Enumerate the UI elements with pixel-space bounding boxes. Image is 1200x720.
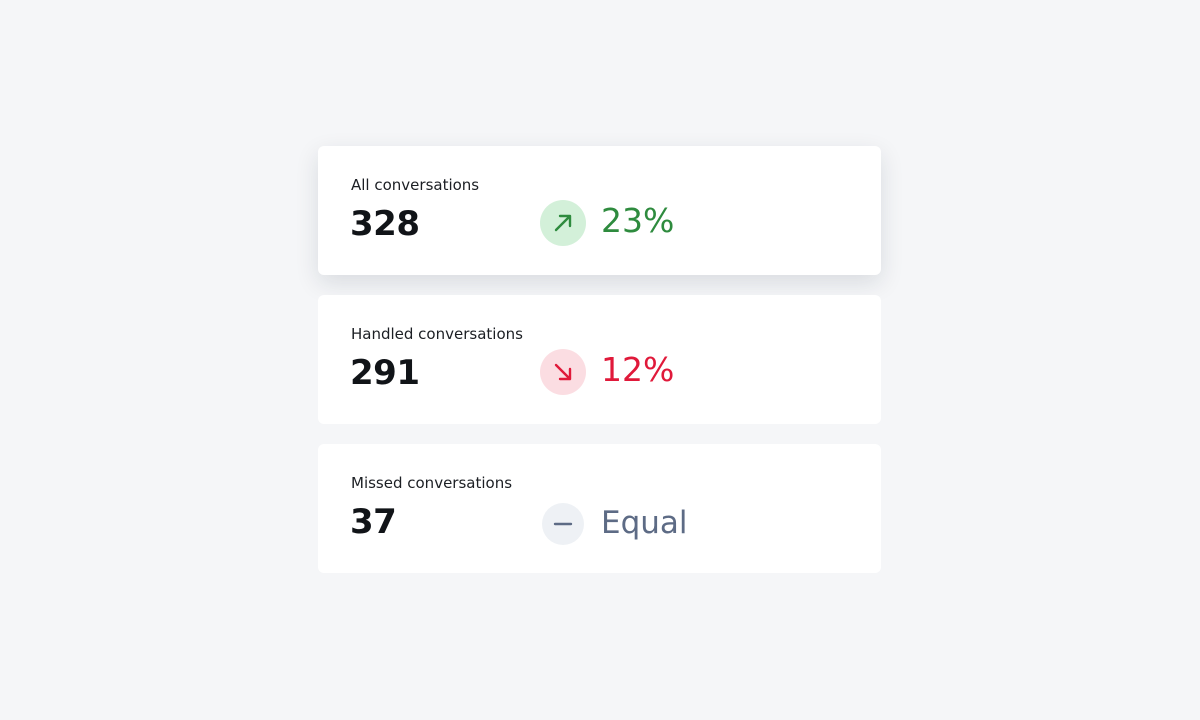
arrow-up-right-icon <box>554 214 572 232</box>
stat-label: Handled conversations <box>351 325 523 343</box>
stat-value: 291 <box>350 353 420 393</box>
stat-card-missed-conversations: Missed conversations 37 Equal <box>318 444 881 573</box>
trend-badge <box>540 200 586 246</box>
stat-value: 37 <box>350 502 397 542</box>
trend-change: 23% <box>601 201 675 240</box>
stat-card-handled-conversations: Handled conversations 291 12% <box>318 295 881 424</box>
trend-badge <box>540 349 586 395</box>
trend-change: 12% <box>601 350 675 389</box>
trend-change: Equal <box>601 505 688 541</box>
stat-label: Missed conversations <box>351 474 513 492</box>
arrow-down-right-icon <box>554 363 572 381</box>
minus-icon <box>553 522 573 526</box>
stat-label: All conversations <box>351 176 480 194</box>
stat-card-all-conversations: All conversations 328 23% <box>318 146 881 275</box>
stat-value: 328 <box>350 204 420 244</box>
trend-badge <box>542 503 584 545</box>
